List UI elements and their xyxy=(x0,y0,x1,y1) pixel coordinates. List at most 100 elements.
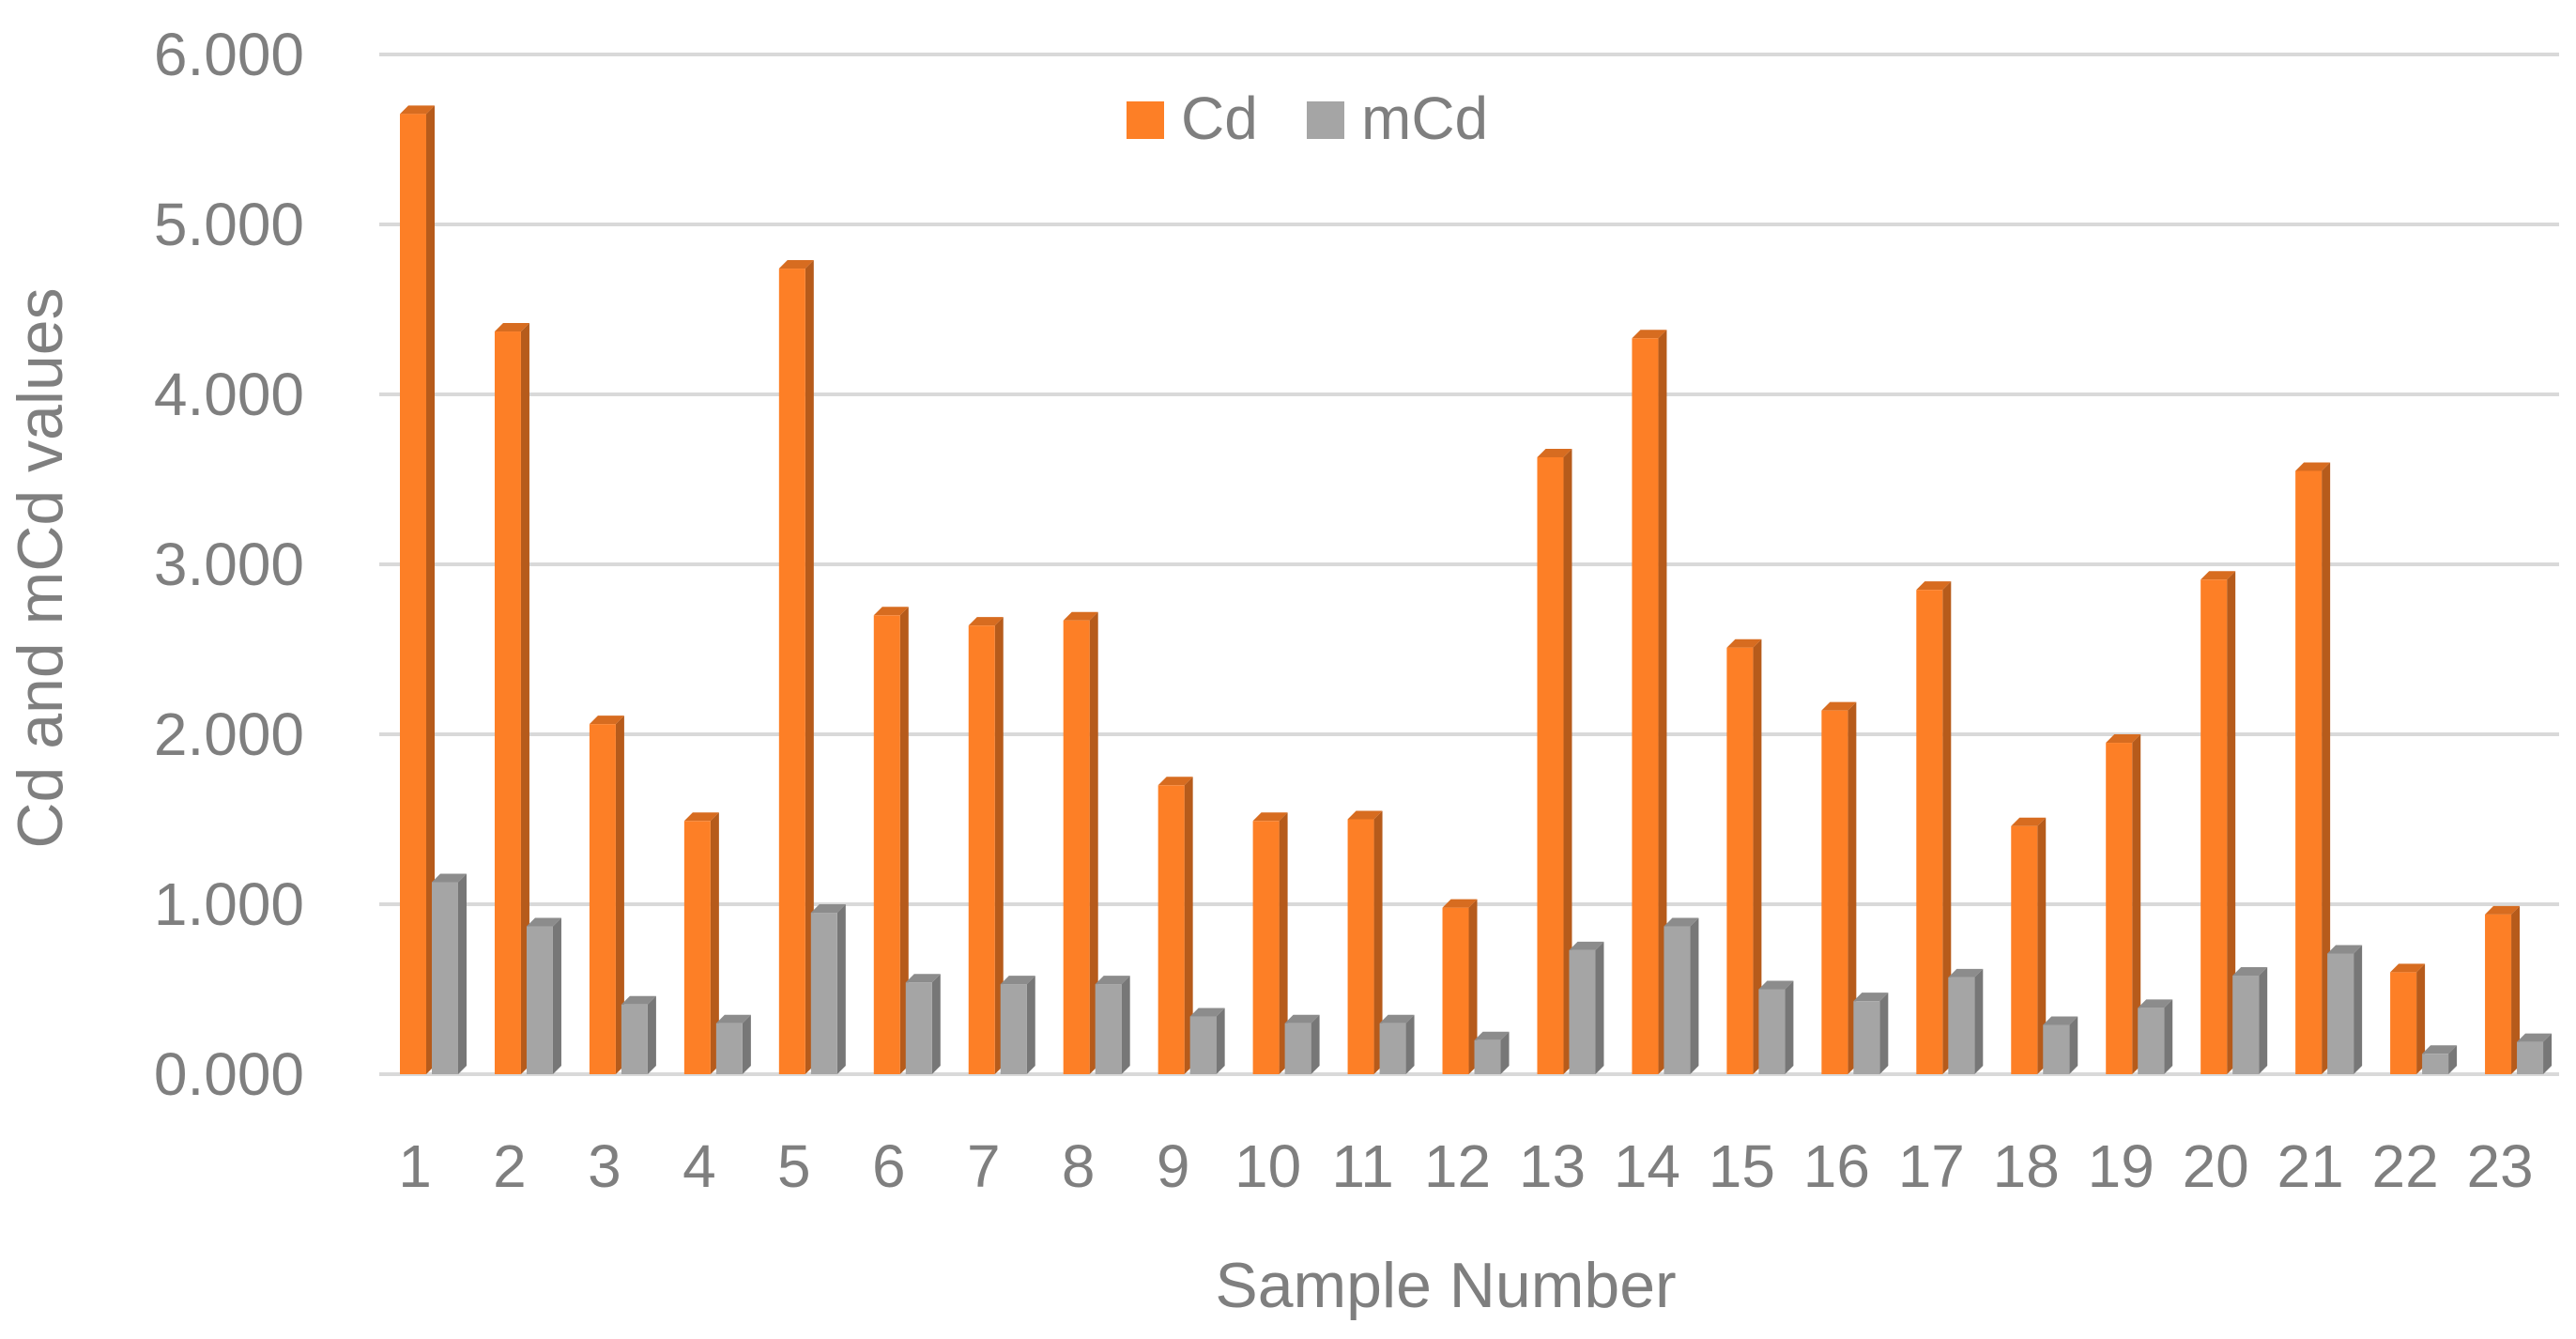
bar-cd-4 xyxy=(683,812,719,1074)
bar-cd-17 xyxy=(1916,581,1952,1074)
y-tick-label: 0.000 xyxy=(154,1040,304,1108)
bar-top xyxy=(2390,963,2426,973)
bar-front xyxy=(873,615,900,1074)
bar-cd-13 xyxy=(1537,448,1572,1075)
x-tick-label: 18 xyxy=(1993,1132,2060,1200)
bar-mcd-22 xyxy=(2422,1045,2458,1074)
bar-cd-12 xyxy=(1442,899,1478,1074)
x-tick-label: 9 xyxy=(1157,1132,1190,1200)
bar-side xyxy=(2511,905,2521,1074)
bar-top xyxy=(1347,810,1383,820)
bar-side xyxy=(1373,810,1383,1074)
bar-top xyxy=(873,607,909,616)
bar-top xyxy=(1664,917,1699,927)
x-tick-label: 22 xyxy=(2371,1132,2438,1200)
bar-top xyxy=(1632,330,1667,339)
bar-front xyxy=(1948,977,1975,1074)
bar-cd-23 xyxy=(2485,905,2521,1074)
bar-cd-2 xyxy=(494,323,529,1074)
bar-mcd-3 xyxy=(621,995,656,1074)
bar-top xyxy=(2200,571,2236,580)
bar-front xyxy=(494,331,521,1074)
bar-front xyxy=(621,1004,648,1074)
bar-side xyxy=(2037,817,2047,1074)
bar-front xyxy=(2106,743,2133,1074)
bar-side xyxy=(994,617,1004,1074)
x-tick-label: 6 xyxy=(872,1132,906,1200)
bar-mcd-14 xyxy=(1664,917,1699,1074)
bar-front xyxy=(1726,647,1754,1074)
bar-top xyxy=(1284,1014,1320,1023)
gridlines xyxy=(379,53,2559,1076)
bar-mcd-21 xyxy=(2327,945,2363,1074)
bar-front xyxy=(2517,1041,2544,1074)
x-tick-label: 15 xyxy=(1709,1132,1775,1200)
bar-side xyxy=(1216,1008,1225,1074)
bar-side xyxy=(1026,976,1035,1074)
bar-front xyxy=(1853,1001,1880,1074)
y-axis-title: Cd and mCd values xyxy=(5,287,76,848)
bar-mcd-20 xyxy=(2232,967,2268,1074)
bar-front xyxy=(526,926,553,1074)
bar-side xyxy=(1879,993,1889,1074)
x-tick-label: 17 xyxy=(1898,1132,1965,1200)
bar-side xyxy=(2416,963,2426,1074)
bar-cd-19 xyxy=(2106,734,2141,1074)
x-tick-label: 13 xyxy=(1519,1132,1586,1200)
bar-mcd-5 xyxy=(810,904,846,1074)
bar-cd-16 xyxy=(1821,701,1857,1074)
bar-top xyxy=(1252,812,1288,822)
bar-front xyxy=(2200,579,2228,1074)
y-tick-label: 4.000 xyxy=(154,361,304,428)
bar-top xyxy=(1916,581,1952,591)
bar-top xyxy=(1474,1031,1510,1040)
bar-cd-11 xyxy=(1347,810,1383,1074)
bar-front xyxy=(683,821,711,1074)
bar-front xyxy=(1821,710,1848,1074)
bar-side xyxy=(1595,941,1604,1074)
bar-front xyxy=(1442,907,1469,1074)
bar-top xyxy=(968,617,1004,626)
bar-side xyxy=(1311,1014,1320,1074)
bar-top xyxy=(526,917,561,927)
legend-swatch-mcd xyxy=(1307,101,1344,139)
bar-mcd-2 xyxy=(526,917,561,1074)
x-tick-label: 4 xyxy=(682,1132,716,1200)
bar-mcd-1 xyxy=(432,873,467,1074)
bar-top xyxy=(2485,905,2521,915)
bar-mcd-15 xyxy=(1758,980,1794,1074)
x-tick-label: 5 xyxy=(777,1132,811,1200)
bar-side xyxy=(552,917,561,1074)
bar-top xyxy=(1189,1008,1225,1017)
bar-front xyxy=(905,982,932,1074)
bar-side xyxy=(2069,1016,2078,1074)
x-tick-label: 7 xyxy=(967,1132,1001,1200)
legend-label-mcd: mCd xyxy=(1361,85,1488,152)
bar-front xyxy=(589,724,616,1074)
bar-front xyxy=(2232,976,2260,1074)
bar-side xyxy=(836,904,846,1074)
bar-mcd-23 xyxy=(2517,1033,2553,1074)
bar-top xyxy=(1158,777,1193,786)
bar-front xyxy=(968,625,995,1074)
bar-cd-1 xyxy=(400,105,435,1075)
bar-mcd-8 xyxy=(1095,976,1130,1074)
bar-cd-10 xyxy=(1252,812,1288,1074)
bar-top xyxy=(1726,639,1762,648)
bar-top xyxy=(778,260,814,269)
bar-mcd-6 xyxy=(905,974,941,1074)
bar-cd-3 xyxy=(589,716,624,1074)
bar-top xyxy=(1821,701,1857,711)
bar-front xyxy=(1537,456,1564,1075)
bar-top xyxy=(2517,1033,2553,1042)
bar-front xyxy=(1000,984,1027,1074)
bar-front xyxy=(1189,1016,1217,1074)
bar-side xyxy=(520,323,529,1074)
bar-top xyxy=(2232,967,2268,977)
bar-top xyxy=(905,974,941,983)
bar-cd-5 xyxy=(778,260,814,1074)
bar-top xyxy=(432,873,467,883)
legend-label-cd: Cd xyxy=(1181,85,1258,152)
legend: Cd mCd xyxy=(1127,85,1488,152)
bar-mcd-4 xyxy=(715,1014,751,1074)
